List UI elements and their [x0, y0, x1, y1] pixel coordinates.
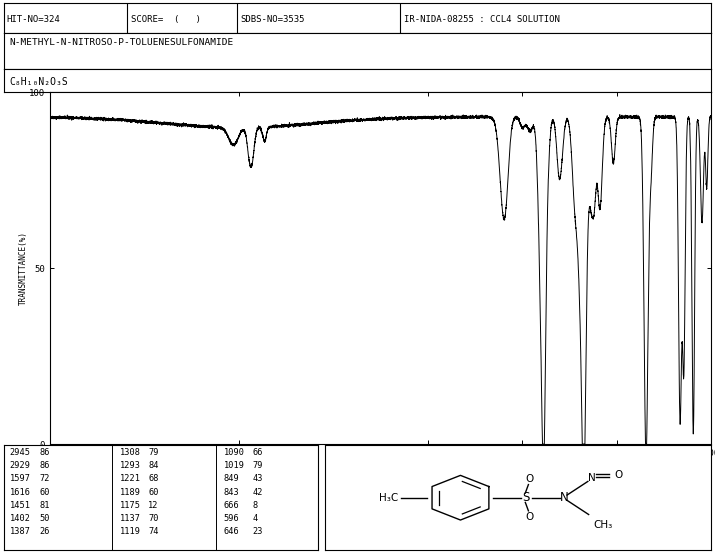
Text: O: O	[525, 512, 533, 521]
Text: 1137: 1137	[120, 514, 141, 523]
Text: S: S	[523, 491, 530, 504]
Text: 1402: 1402	[10, 514, 31, 523]
Text: CH₃: CH₃	[593, 520, 613, 530]
Text: 596: 596	[224, 514, 240, 523]
Text: 86: 86	[40, 461, 50, 470]
Text: 72: 72	[40, 474, 50, 483]
Text: 1293: 1293	[120, 461, 141, 470]
Text: N-METHYL-N-NITROSO-P-TOLUENESULFONAMIDE: N-METHYL-N-NITROSO-P-TOLUENESULFONAMIDE	[9, 38, 234, 46]
Text: 1308: 1308	[120, 448, 141, 457]
Y-axis label: TRANSMITTANCE(%): TRANSMITTANCE(%)	[19, 231, 28, 305]
Text: 849: 849	[224, 474, 240, 483]
Text: H₃C: H₃C	[380, 493, 399, 503]
Text: SCORE=  (   ): SCORE= ( )	[131, 15, 201, 24]
Text: 1616: 1616	[10, 488, 31, 497]
Text: 50: 50	[40, 514, 50, 523]
Text: 2945: 2945	[10, 448, 31, 457]
Text: 12: 12	[148, 501, 159, 510]
Text: 1019: 1019	[224, 461, 245, 470]
Text: N: N	[588, 473, 596, 483]
Text: 74: 74	[148, 527, 159, 536]
X-axis label: WAVENUMBER(-1): WAVENUMBER(-1)	[343, 461, 418, 469]
Text: 23: 23	[252, 527, 262, 536]
Text: 646: 646	[224, 527, 240, 536]
Text: 42: 42	[252, 488, 262, 497]
Text: O: O	[525, 474, 533, 484]
Text: 81: 81	[40, 501, 50, 510]
Text: 1451: 1451	[10, 501, 31, 510]
Text: 1387: 1387	[10, 527, 31, 536]
Text: HIT-NO=324: HIT-NO=324	[6, 15, 60, 24]
Text: 60: 60	[148, 488, 159, 497]
Text: 84: 84	[148, 461, 159, 470]
Text: 68: 68	[148, 474, 159, 483]
Text: 1175: 1175	[120, 501, 141, 510]
Text: 70: 70	[148, 514, 159, 523]
Text: C₈H₁₀N₂O₃S: C₈H₁₀N₂O₃S	[9, 77, 68, 87]
Text: 1119: 1119	[120, 527, 141, 536]
Text: 1597: 1597	[10, 474, 31, 483]
Text: 1221: 1221	[120, 474, 141, 483]
Text: 66: 66	[252, 448, 262, 457]
Text: 4: 4	[252, 514, 257, 523]
Text: 60: 60	[40, 488, 50, 497]
Text: 1189: 1189	[120, 488, 141, 497]
Text: IR-NIDA-08255 : CCL4 SOLUTION: IR-NIDA-08255 : CCL4 SOLUTION	[403, 15, 559, 24]
Text: N: N	[560, 491, 568, 504]
Text: 8: 8	[252, 501, 257, 510]
Text: 666: 666	[224, 501, 240, 510]
Text: 79: 79	[148, 448, 159, 457]
Text: SDBS-NO=3535: SDBS-NO=3535	[241, 15, 305, 24]
Text: 79: 79	[252, 461, 262, 470]
Text: 1090: 1090	[224, 448, 245, 457]
Text: 43: 43	[252, 474, 262, 483]
Text: 2929: 2929	[10, 461, 31, 470]
Text: O: O	[614, 470, 622, 480]
Text: 843: 843	[224, 488, 240, 497]
Text: 86: 86	[40, 448, 50, 457]
Text: 26: 26	[40, 527, 50, 536]
